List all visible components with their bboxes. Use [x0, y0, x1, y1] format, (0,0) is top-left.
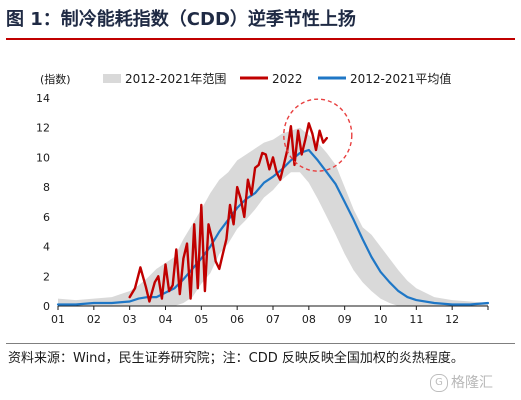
- x-tick-label: 05: [194, 313, 208, 326]
- y-tick-label: 14: [36, 92, 50, 105]
- series-line-average: [56, 148, 490, 306]
- source-rule: [6, 343, 515, 344]
- x-tick-label: 12: [445, 313, 459, 326]
- y-tick-label: 12: [36, 122, 50, 135]
- x-tick-label: 11: [409, 313, 423, 326]
- x-tick-label: 08: [302, 313, 316, 326]
- legend: 2012-2021年范围 2022 2012-2021平均值: [103, 71, 451, 86]
- x-tick-label: 01: [51, 313, 65, 326]
- x-tick-label: 02: [87, 313, 101, 326]
- y-tick-label: 2: [43, 270, 50, 283]
- x-tick-label: 03: [123, 313, 137, 326]
- x-tick-label: 09: [338, 313, 352, 326]
- figure-title: 图 1：制冷能耗指数（CDD）逆季节性上扬: [6, 9, 356, 30]
- watermark-text: 格隆汇: [451, 375, 493, 391]
- source-note: 资料来源：Wind，民生证券研究院；注：CDD 反映反映全国加权的炎热程度。: [8, 351, 464, 366]
- y-tick-label: 10: [36, 151, 50, 164]
- y-tick-label: 6: [43, 211, 50, 224]
- title-rule: [6, 38, 515, 40]
- x-tick-label: 10: [374, 313, 388, 326]
- cdd-chart: 2012-2021年范围 2022 2012-2021平均值 (指数) 0246…: [36, 71, 490, 326]
- x-tick-label: 06: [230, 313, 244, 326]
- highlight-circle: [283, 98, 353, 172]
- y-tick-label: 0: [43, 300, 50, 313]
- watermark: G 格隆汇: [430, 372, 516, 394]
- series-line-2022: [128, 122, 328, 303]
- watermark-logo-icon: G: [430, 374, 448, 392]
- range-band-area: [58, 127, 488, 306]
- legend-swatch-range: [103, 74, 121, 83]
- legend-label-avg: 2012-2021平均值: [350, 71, 451, 86]
- y-unit-label: (指数): [40, 72, 71, 86]
- legend-label-range: 2012-2021年范围: [125, 72, 226, 86]
- legend-label-2022: 2022: [272, 72, 303, 86]
- y-tick-label: 4: [43, 241, 50, 254]
- y-tick-label: 8: [43, 181, 50, 194]
- x-tick-label: 07: [266, 313, 280, 326]
- x-tick-label: 04: [159, 313, 173, 326]
